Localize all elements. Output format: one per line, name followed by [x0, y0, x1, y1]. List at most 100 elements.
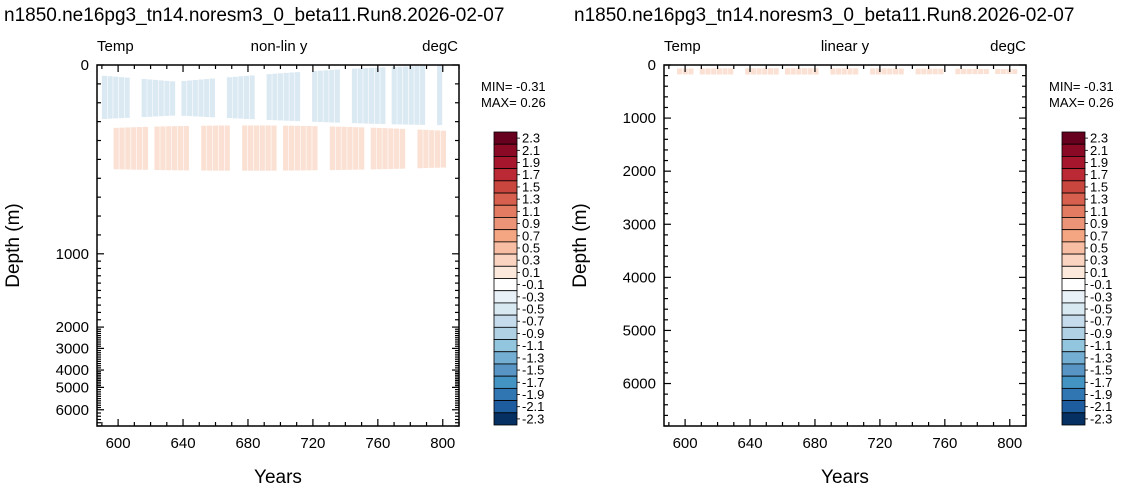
- field-cell: [253, 125, 260, 171]
- field-cell: [995, 69, 1001, 75]
- colorbar-label: 0.3: [1090, 253, 1108, 268]
- colorbar-label: 1.9: [522, 155, 540, 170]
- units-label: degC: [422, 38, 458, 55]
- x-tick-label: 600: [106, 435, 131, 452]
- plot-area: 600 640 680 720 760 800 Years 0 1000 2000 3000 4000…: [570, 57, 1027, 488]
- y-tick-label: 1000: [623, 110, 656, 127]
- plot-frame: [96, 64, 460, 427]
- max-label: MAX= 0.26: [481, 95, 546, 110]
- field-cell: [141, 78, 147, 118]
- field-cell: [437, 65, 443, 126]
- colorbar-swatch: [1061, 180, 1086, 194]
- colorbar-swatch: [1061, 363, 1086, 377]
- field-patches: [101, 65, 447, 171]
- field-cell: [207, 125, 213, 171]
- colorbar-label: -0.7: [522, 314, 544, 329]
- field-cell: [972, 68, 978, 75]
- field-cell: [853, 68, 859, 75]
- field-cell: [376, 127, 382, 170]
- colorbar-swatch: [1061, 253, 1086, 267]
- field-cell: [357, 68, 363, 124]
- colorbar-label: 1.1: [1090, 204, 1108, 219]
- colorbar-swatch: [1061, 375, 1086, 389]
- field-cell: [790, 68, 796, 75]
- colorbar: 2.32.11.91.71.51.31.10.90.70.50.30.1-0.1…: [1061, 131, 1112, 426]
- field-cell: [232, 76, 238, 119]
- colorbar-label: 2.1: [1090, 143, 1108, 158]
- field-cell: [938, 68, 944, 75]
- colorbar-swatch: [493, 278, 518, 292]
- field-cell: [335, 126, 341, 170]
- field-cell: [688, 68, 694, 75]
- field-cell: [198, 79, 204, 117]
- field-cell: [870, 68, 876, 75]
- field-cell: [784, 68, 791, 75]
- field-cell: [767, 68, 774, 75]
- field-cell: [259, 125, 265, 171]
- field-cell: [187, 80, 193, 117]
- x-tick-label: 680: [235, 435, 260, 452]
- field-cell: [136, 127, 143, 170]
- field-cell: [887, 68, 893, 75]
- field-cell: [295, 72, 301, 122]
- colorbar-swatch: [493, 192, 518, 206]
- colorbar-label: -1.5: [522, 363, 544, 378]
- x-tick-label: 720: [300, 435, 325, 452]
- colorbar-label: -1.3: [522, 350, 544, 365]
- colorbar: 2.32.11.91.71.51.31.10.90.70.50.30.1-0.1…: [493, 131, 544, 426]
- colorbar-label: 2.3: [522, 131, 540, 146]
- colorbar-label: 1.5: [522, 179, 540, 194]
- field-cell: [363, 68, 369, 124]
- panel-left: n1850.ne16pg3_tn14.noresm3_0_beta11.Run8…: [3, 5, 546, 488]
- colorbar-label: -0.9: [522, 326, 544, 341]
- colorbar-swatch: [1061, 387, 1086, 401]
- colorbar-swatch: [493, 168, 518, 182]
- colorbar-label: -0.5: [1090, 302, 1112, 317]
- field-cell: [762, 68, 768, 75]
- field-cell: [440, 130, 447, 168]
- field-cell: [380, 67, 386, 125]
- field-cell: [394, 128, 400, 169]
- colorbar-label: 1.7: [522, 167, 540, 182]
- field-cell: [417, 129, 423, 169]
- min-label: MIN= -0.31: [481, 79, 546, 94]
- field-cell: [283, 72, 289, 121]
- chart-right: n1850.ne16pg3_tn14.noresm3_0_beta11.Run8…: [570, 5, 1114, 488]
- x-tick-label: 600: [673, 435, 698, 452]
- colorbar-label: -1.5: [1090, 363, 1112, 378]
- field-cell: [420, 65, 426, 125]
- field-cell: [300, 125, 306, 171]
- field-patches: [676, 68, 1018, 75]
- field-cell: [382, 128, 388, 170]
- x-axis-label: Years: [821, 467, 869, 488]
- colorbar-label: -1.1: [1090, 338, 1112, 353]
- field-cell: [429, 130, 435, 168]
- field-cell: [830, 68, 836, 75]
- y-tick-label: 6000: [56, 402, 89, 419]
- y-tick-label: 2000: [623, 163, 656, 180]
- y-tick-label: 4000: [623, 269, 656, 286]
- field-cell: [847, 68, 853, 75]
- y-tick-label: 3000: [623, 216, 656, 233]
- field-cell: [728, 68, 734, 75]
- colorbar-swatch: [493, 156, 518, 170]
- colorbar-swatch: [1061, 290, 1086, 304]
- colorbar-swatch: [1061, 302, 1086, 316]
- field-cell: [153, 79, 159, 117]
- field-cell: [1006, 69, 1012, 74]
- colorbar-swatch: [493, 241, 518, 255]
- field-cell: [329, 69, 335, 123]
- field-cell: [272, 73, 278, 121]
- field-cell: [750, 68, 756, 75]
- colorbar-label: -0.1: [522, 277, 544, 292]
- field-cell: [242, 125, 248, 171]
- field-cell: [813, 68, 819, 75]
- field-cell: [353, 127, 359, 170]
- colorbar-swatch: [1061, 204, 1086, 218]
- field-cell: [212, 125, 219, 171]
- colorbar-swatch: [493, 339, 518, 353]
- colorbar-label: -0.7: [1090, 314, 1112, 329]
- field-cell: [347, 126, 353, 170]
- variable-label: Temp: [664, 38, 701, 55]
- field-cell: [238, 76, 244, 119]
